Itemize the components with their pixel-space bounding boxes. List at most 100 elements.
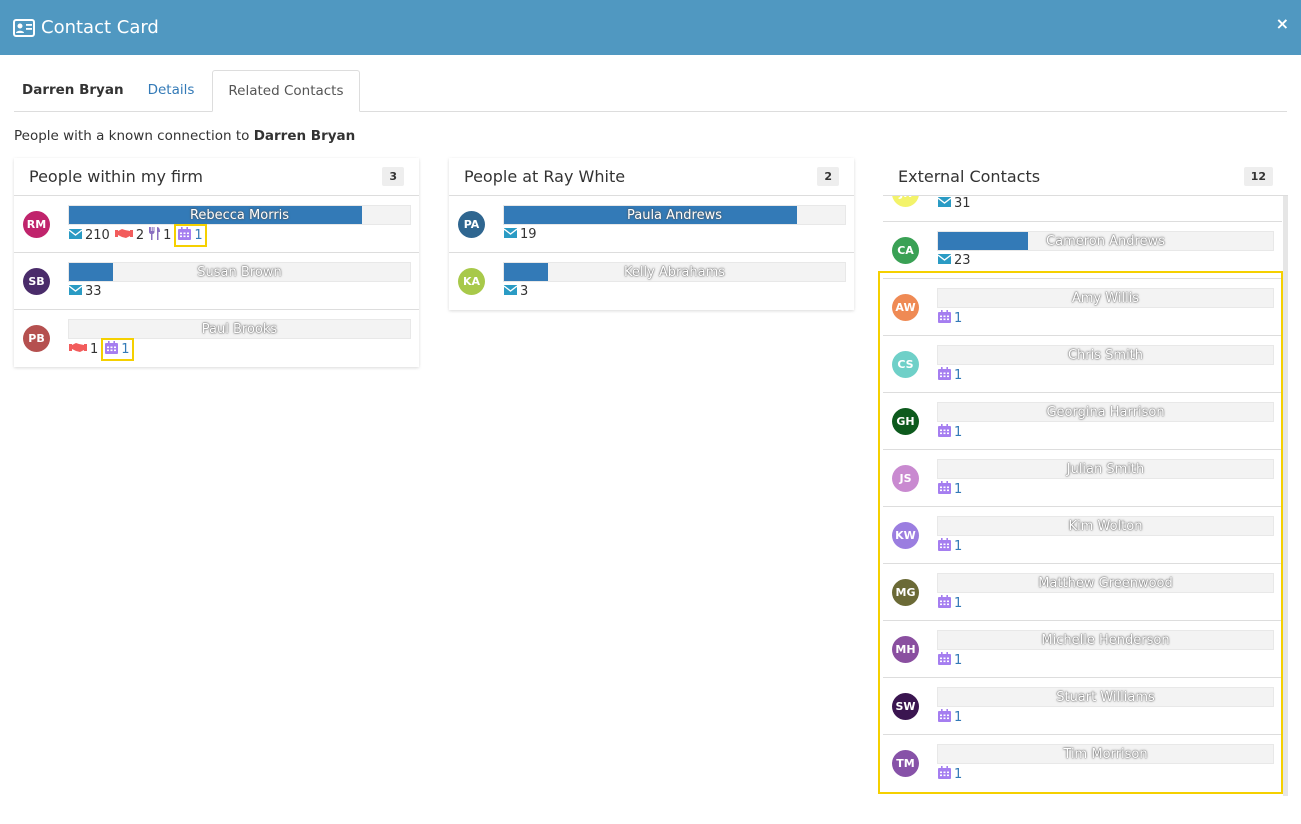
relationship-strength-bar[interactable]: Georgina Harrison xyxy=(937,402,1274,422)
interaction-stats: 1 xyxy=(937,424,966,441)
stat-value: 1 xyxy=(954,767,963,782)
calendar-icon xyxy=(938,424,954,441)
close-button[interactable]: × xyxy=(1275,14,1289,33)
stat-value: 1 xyxy=(194,228,203,243)
contact-row[interactable]: RM Rebecca Morris 210 2 1 1 xyxy=(14,196,419,253)
relationship-strength-bar[interactable]: Julian Smith xyxy=(937,459,1274,479)
contact-name[interactable]: Amy Willis xyxy=(1071,291,1140,306)
intro-prefix: People with a known connection to xyxy=(14,128,254,144)
contact-name[interactable]: Cameron Andrews xyxy=(1046,234,1165,249)
stat-value: 19 xyxy=(520,227,537,242)
count-badge: 3 xyxy=(382,167,404,186)
contact-row[interactable]: JS Julian Smith 1 xyxy=(883,450,1282,507)
email-icon xyxy=(937,253,954,268)
utensils-icon xyxy=(149,227,163,244)
relationship-strength-bar[interactable]: Cameron Andrews xyxy=(937,231,1274,251)
avatar: JR xyxy=(892,196,919,207)
calendar-icon xyxy=(938,367,954,384)
contact-card-icon xyxy=(13,18,35,37)
panel-firm: People within my firm 3 RM Rebecca Morris… xyxy=(14,158,419,367)
strength-fill xyxy=(938,232,1029,250)
stat-value: 1 xyxy=(954,368,963,383)
contact-row[interactable]: JR 31 xyxy=(883,196,1282,222)
interaction-stats: 210 2 1 1 xyxy=(68,224,207,247)
relationship-strength-bar[interactable]: Paul Brooks xyxy=(68,319,411,339)
relationship-strength-bar[interactable]: Tim Morrison xyxy=(937,744,1274,764)
contact-name[interactable]: Susan Brown xyxy=(197,265,282,280)
contact-row[interactable]: KW Kim Wolton 1 xyxy=(883,507,1282,564)
contact-name[interactable]: Julian Smith xyxy=(1066,462,1145,477)
relationship-strength-bar[interactable]: Rebecca Morris xyxy=(68,205,411,225)
contact-name[interactable]: Matthew Greenwood xyxy=(1038,576,1173,591)
strength-fill xyxy=(504,263,549,281)
relationship-strength-bar[interactable]: Chris Smith xyxy=(937,345,1274,365)
interaction-stats: 1 xyxy=(937,595,966,612)
tab-related-contacts[interactable]: Related Contacts xyxy=(212,70,360,112)
contact-name[interactable]: Stuart Williams xyxy=(1056,690,1155,705)
scrollbar[interactable] xyxy=(1283,196,1288,796)
contact-row[interactable]: TM Tim Morrison 1 xyxy=(883,735,1282,792)
contact-row[interactable]: CS Chris Smith 1 xyxy=(883,336,1282,393)
relationship-strength-bar[interactable]: Paula Andrews xyxy=(503,205,846,225)
calendar-icon xyxy=(938,595,954,612)
contact-row[interactable]: SW Stuart Williams 1 xyxy=(883,678,1282,735)
avatar: CA xyxy=(892,237,919,264)
stat-value: 1 xyxy=(954,482,963,497)
avatar: GH xyxy=(892,408,919,435)
calendar-stat: 1 xyxy=(937,367,963,384)
panel-title: External Contacts xyxy=(898,167,1041,186)
avatar: MG xyxy=(892,579,919,606)
contact-name[interactable]: Paula Andrews xyxy=(626,208,723,223)
avatar: RM xyxy=(23,211,50,238)
interaction-stats: 1 xyxy=(937,652,966,669)
modal-header: Contact Card × xyxy=(0,0,1301,55)
calendar-icon xyxy=(105,341,121,358)
email-icon xyxy=(937,196,954,211)
relationship-strength-bar[interactable]: Stuart Williams xyxy=(937,687,1274,707)
contact-row[interactable]: KA Kelly Abrahams 3 xyxy=(449,253,854,310)
contact-row[interactable]: GH Georgina Harrison 1 xyxy=(883,393,1282,450)
contact-name[interactable]: Georgina Harrison xyxy=(1046,405,1165,420)
relationship-strength-bar[interactable]: Kelly Abrahams xyxy=(503,262,846,282)
contact-name[interactable]: Kelly Abrahams xyxy=(623,265,726,280)
calendar-icon xyxy=(938,709,954,726)
calendar-stat: 1 xyxy=(937,709,963,726)
contact-row[interactable]: MG Matthew Greenwood 1 xyxy=(883,564,1282,621)
stat-value: 1 xyxy=(954,653,963,668)
contact-name[interactable]: Rebecca Morris xyxy=(189,208,290,223)
external-list[interactable]: JR 31 CA Cameron Andrews 23 AW Amy Willi… xyxy=(883,196,1288,796)
relationship-strength-bar[interactable]: Susan Brown xyxy=(68,262,411,282)
contact-row[interactable]: MH Michelle Henderson 1 xyxy=(883,621,1282,678)
stat-value: 2 xyxy=(135,228,145,243)
contact-row[interactable]: CA Cameron Andrews 23 xyxy=(883,222,1282,279)
avatar: PA xyxy=(458,211,485,238)
contact-row[interactable]: AW Amy Willis 1 xyxy=(883,279,1282,336)
strength-fill xyxy=(69,263,114,281)
modal-title: Contact Card xyxy=(41,17,159,38)
calendar-stat: 1 xyxy=(937,652,963,669)
relationship-strength-bar[interactable]: Michelle Henderson xyxy=(937,630,1274,650)
contact-name[interactable]: Paul Brooks xyxy=(201,322,278,337)
email-icon xyxy=(68,284,85,299)
contact-name[interactable]: Kim Wolton xyxy=(1068,519,1143,534)
count-badge: 2 xyxy=(817,167,839,186)
avatar: PB xyxy=(23,325,50,352)
stat-value: 1 xyxy=(90,342,99,357)
email-stat: 210 xyxy=(68,228,111,243)
meal-stat: 1 xyxy=(148,227,172,244)
calendar-stat: 1 xyxy=(101,338,134,361)
tab-details[interactable]: Details xyxy=(147,82,195,98)
relationship-strength-bar[interactable]: Kim Wolton xyxy=(937,516,1274,536)
relationship-strength-bar[interactable]: Amy Willis xyxy=(937,288,1274,308)
contact-name[interactable]: Tim Morrison xyxy=(1063,747,1148,762)
contact-name[interactable]: Chris Smith xyxy=(1067,348,1144,363)
contact-name[interactable]: Michelle Henderson xyxy=(1041,633,1170,648)
contact-row[interactable]: SB Susan Brown 33 xyxy=(14,253,419,310)
calendar-icon xyxy=(938,766,954,783)
avatar: SW xyxy=(892,693,919,720)
relationship-strength-bar[interactable]: Matthew Greenwood xyxy=(937,573,1274,593)
stat-value: 33 xyxy=(85,284,102,299)
stat-value: 3 xyxy=(520,284,529,299)
contact-row[interactable]: PA Paula Andrews 19 xyxy=(449,196,854,253)
